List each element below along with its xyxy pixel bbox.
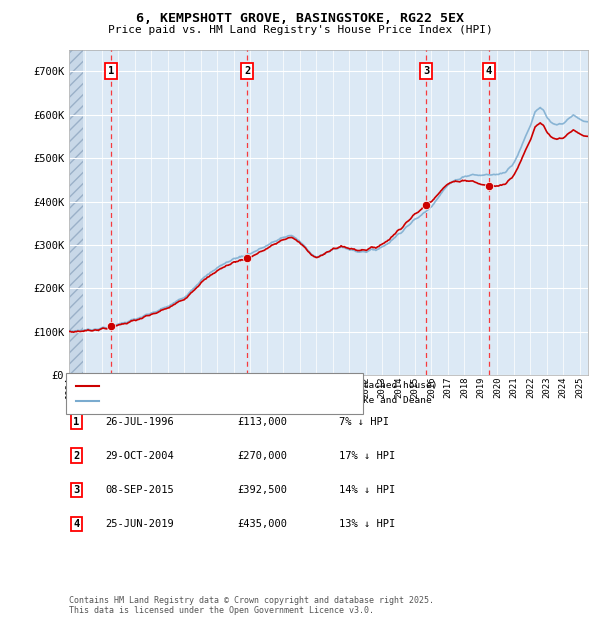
Text: 6, KEMPSHOTT GROVE, BASINGSTOKE, RG22 5EX: 6, KEMPSHOTT GROVE, BASINGSTOKE, RG22 5E… [136, 12, 464, 25]
Text: 3: 3 [423, 66, 430, 76]
Text: 13% ↓ HPI: 13% ↓ HPI [339, 519, 395, 529]
Text: 1: 1 [73, 417, 79, 427]
Text: 08-SEP-2015: 08-SEP-2015 [105, 485, 174, 495]
Text: 3: 3 [73, 485, 79, 495]
Text: 29-OCT-2004: 29-OCT-2004 [105, 451, 174, 461]
Text: 17% ↓ HPI: 17% ↓ HPI [339, 451, 395, 461]
Text: 14% ↓ HPI: 14% ↓ HPI [339, 485, 395, 495]
Text: 2: 2 [73, 451, 79, 461]
Text: 25-JUN-2019: 25-JUN-2019 [105, 519, 174, 529]
Text: 1: 1 [108, 66, 115, 76]
Text: 4: 4 [73, 519, 79, 529]
Text: 6, KEMPSHOTT GROVE, BASINGSTOKE, RG22 5EX (detached house): 6, KEMPSHOTT GROVE, BASINGSTOKE, RG22 5E… [104, 381, 437, 391]
Text: £392,500: £392,500 [237, 485, 287, 495]
Text: £435,000: £435,000 [237, 519, 287, 529]
Bar [69, 50, 83, 375]
Text: HPI: Average price, detached house, Basingstoke and Deane: HPI: Average price, detached house, Basi… [104, 396, 431, 405]
Text: 26-JUL-1996: 26-JUL-1996 [105, 417, 174, 427]
Text: 7% ↓ HPI: 7% ↓ HPI [339, 417, 389, 427]
Text: £270,000: £270,000 [237, 451, 287, 461]
Text: Contains HM Land Registry data © Crown copyright and database right 2025.
This d: Contains HM Land Registry data © Crown c… [69, 596, 434, 615]
Text: Price paid vs. HM Land Registry's House Price Index (HPI): Price paid vs. HM Land Registry's House … [107, 25, 493, 35]
Text: £113,000: £113,000 [237, 417, 287, 427]
Text: 2: 2 [244, 66, 251, 76]
Text: 4: 4 [486, 66, 492, 76]
